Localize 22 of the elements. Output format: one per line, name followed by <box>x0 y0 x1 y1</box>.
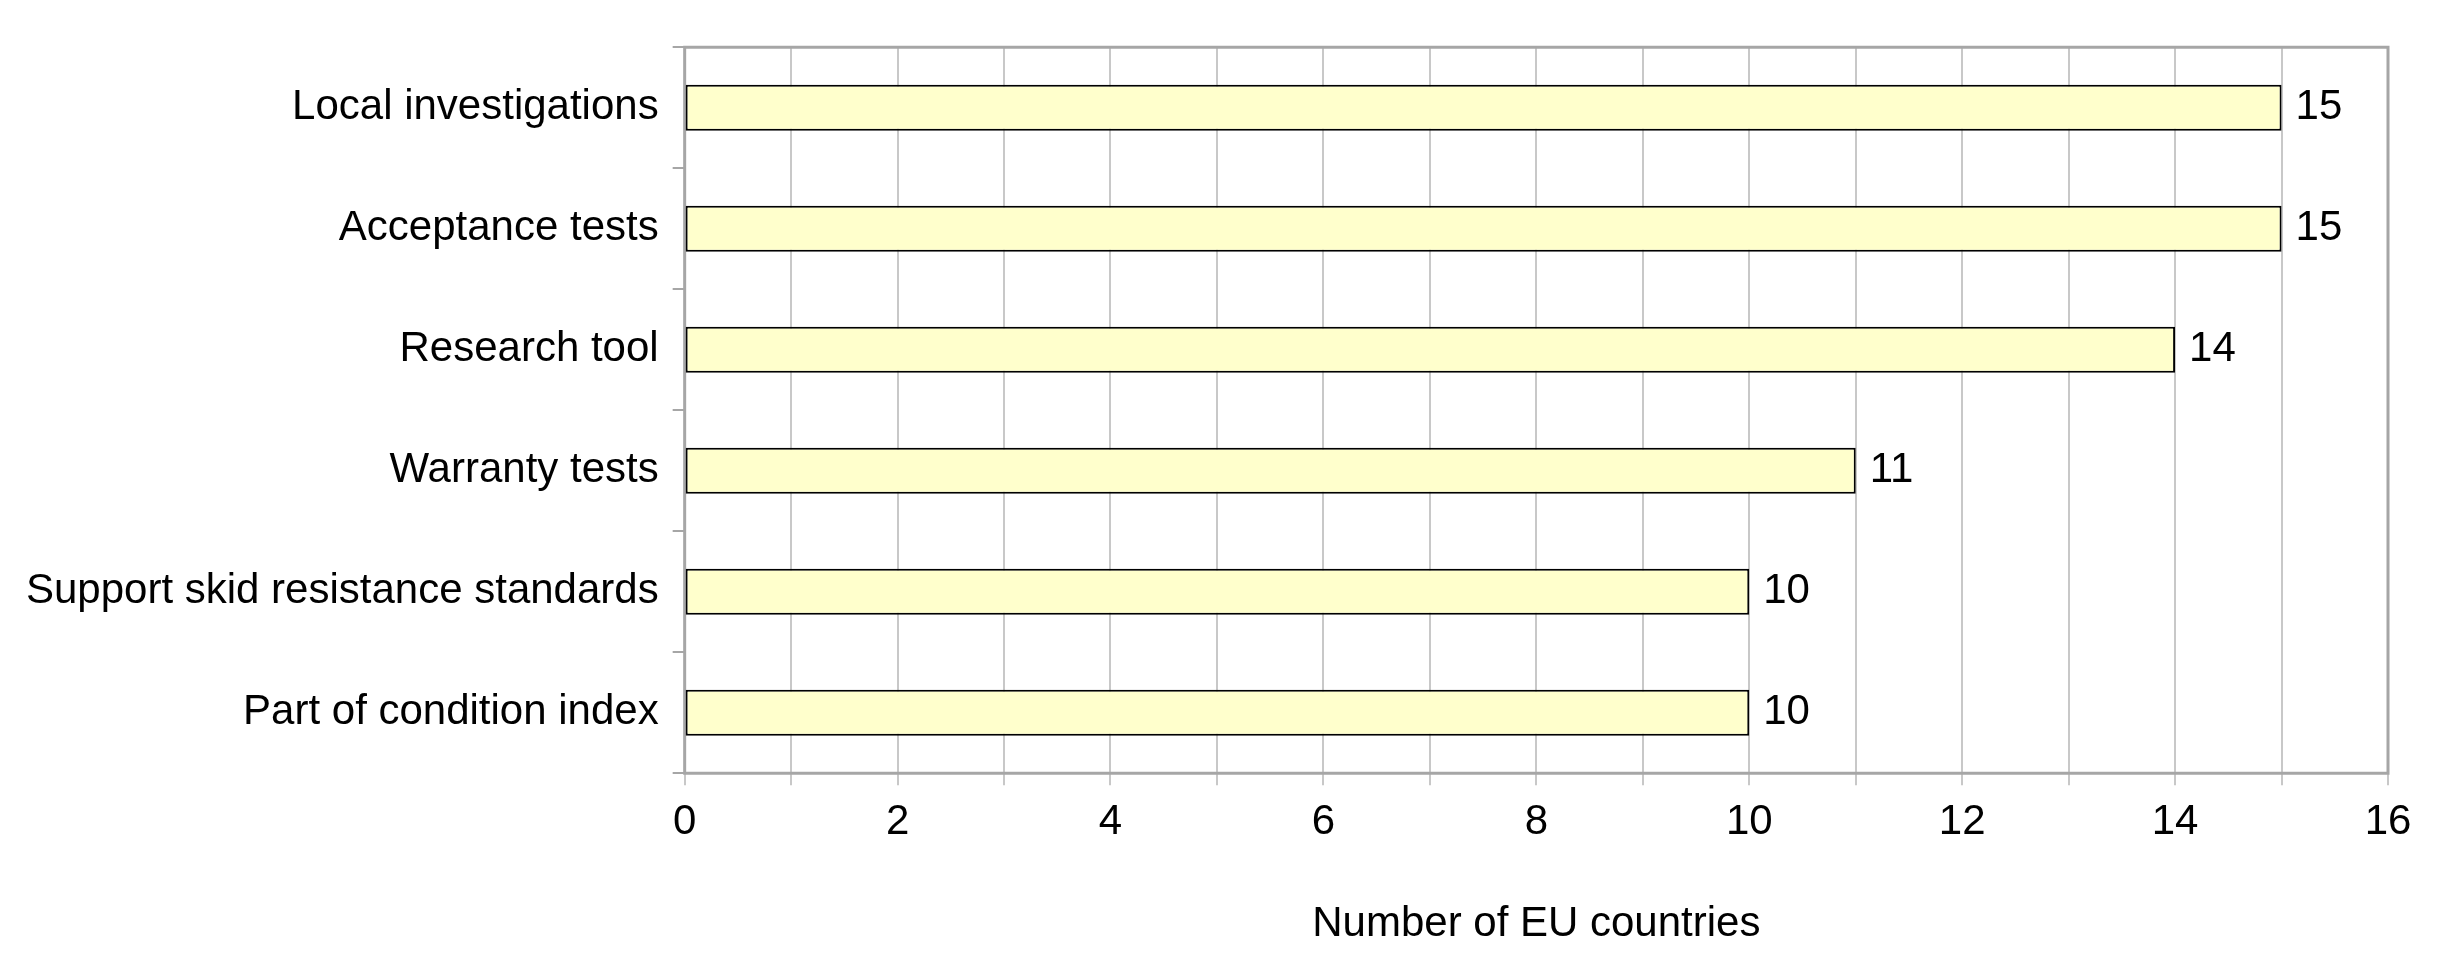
data-label: 10 <box>1763 565 1810 613</box>
x-tick-label: 14 <box>2151 795 2199 843</box>
y-tick-label: Local investigations <box>292 81 659 129</box>
x-tick-label: 8 <box>1524 795 1549 843</box>
data-label: 11 <box>1869 444 1914 492</box>
y-tick-label: Warranty tests <box>389 444 659 492</box>
x-tick-label: 4 <box>1098 795 1123 843</box>
x-tick-label: 0 <box>672 795 697 843</box>
data-label: 14 <box>2189 323 2236 371</box>
y-tick-label: Acceptance tests <box>338 202 659 250</box>
x-axis-title: Number of EU countries <box>1312 898 1761 946</box>
data-label: 10 <box>1763 686 1810 734</box>
x-tick-label: 16 <box>2364 795 2412 843</box>
x-tick-label: 2 <box>885 795 910 843</box>
y-tick-label: Research tool <box>399 323 659 371</box>
x-tick-label: 12 <box>1938 795 1986 843</box>
data-label: 15 <box>2295 202 2343 250</box>
x-tick-label: 6 <box>1311 795 1336 843</box>
x-tick-label: 10 <box>1725 795 1773 843</box>
y-tick-label: Part of condition index <box>243 686 659 734</box>
data-label: 15 <box>2295 81 2343 129</box>
y-tick-label: Support skid resistance standards <box>25 565 659 613</box>
